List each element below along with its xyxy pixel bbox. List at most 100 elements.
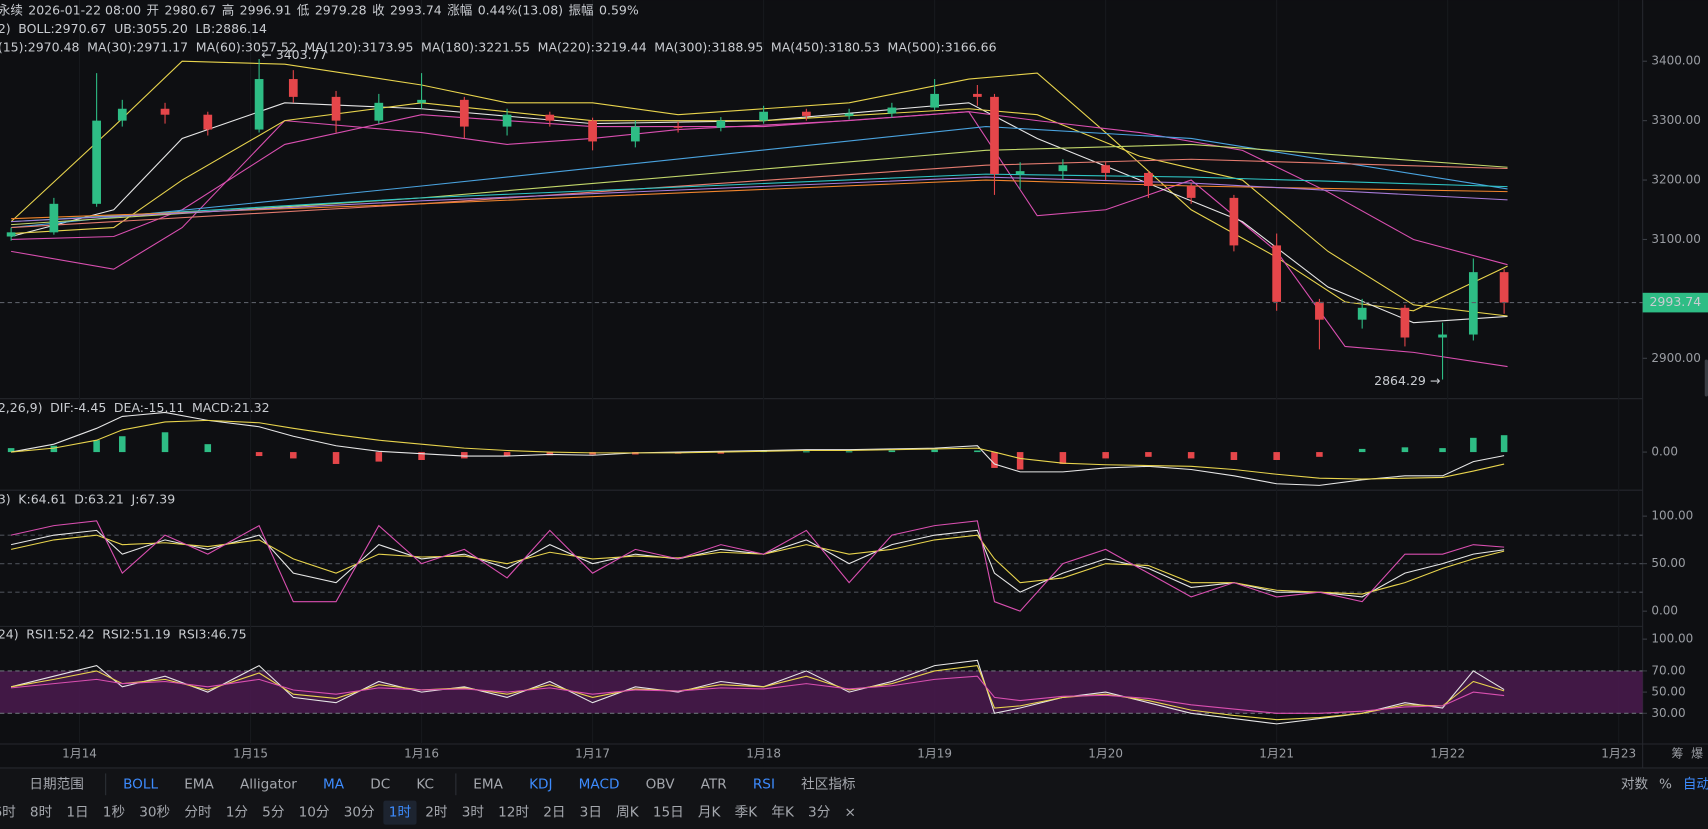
toolbar-button[interactable]: KC — [416, 776, 434, 792]
y-tick-label: 3100.00 — [1651, 232, 1701, 246]
interval-button[interactable]: × — [844, 805, 855, 821]
toolbar-button[interactable]: RSI — [753, 776, 775, 792]
candle-body — [203, 114, 213, 130]
candle-body — [1315, 301, 1324, 320]
candle-body — [802, 111, 811, 116]
toolbar-button[interactable]: OBV — [646, 776, 676, 792]
indicator-line — [10, 659, 1505, 725]
header-item: 低 — [297, 2, 310, 17]
candle-body — [973, 93, 982, 97]
header-item: 2993.74 — [390, 2, 442, 17]
legend-item: MA(450):3180.53 — [771, 39, 880, 54]
y-tick-label: 100.00 — [1651, 632, 1693, 646]
corner-icon[interactable]: 爆 — [1691, 746, 1703, 760]
y-tick-label: 30.00 — [1651, 706, 1685, 720]
legend-item: MA(300):3188.95 — [654, 39, 763, 54]
candle-body — [1400, 307, 1410, 338]
header-item: 0.44%(13.08) — [478, 2, 563, 17]
indicator-line — [11, 520, 1505, 612]
interval-button[interactable]: 6时 — [0, 805, 16, 821]
candle-body — [759, 111, 768, 121]
interval-button[interactable]: 1秒 — [103, 805, 125, 821]
candle-body — [990, 96, 999, 175]
macd-bar — [1439, 448, 1446, 453]
macd-bar — [845, 451, 853, 453]
interval-button[interactable]: 10分 — [299, 805, 330, 821]
toolbar-background — [0, 767, 1708, 829]
macd-bar — [1401, 447, 1409, 453]
toolbar-button[interactable]: ATR — [701, 776, 728, 792]
toolbar-button[interactable]: MA — [323, 776, 345, 792]
indicator-line — [11, 534, 1505, 595]
interval-button[interactable]: 1分 — [226, 805, 249, 821]
interval-button[interactable]: 8时 — [30, 805, 53, 821]
interval-button[interactable]: 30秒 — [139, 805, 170, 821]
legend-item: 24) — [0, 627, 19, 642]
interval-button[interactable]: 3日 — [580, 805, 602, 821]
macd-bar — [803, 451, 810, 453]
toolbar-button[interactable]: 社区指标 — [801, 776, 856, 792]
legend-item: LB:2886.14 — [195, 21, 267, 36]
interval-button[interactable]: 3时 — [462, 805, 485, 821]
y-tick-label: 0.00 — [1651, 604, 1678, 618]
interval-button[interactable]: 12时 — [498, 805, 529, 821]
toolbar-button[interactable]: MACD — [579, 776, 620, 792]
corner-icon[interactable]: 筹 — [1672, 746, 1684, 760]
interval-button[interactable]: 2日 — [543, 805, 565, 821]
indicator-line — [11, 173, 1508, 223]
indicator-line — [11, 111, 1508, 266]
toolbar-button[interactable]: EMA — [184, 776, 214, 792]
interval-button[interactable]: 1日 — [66, 805, 88, 821]
interval-button[interactable]: 年K — [771, 805, 795, 821]
interval-button[interactable]: 月K — [698, 805, 722, 821]
interval-button[interactable]: 5分 — [262, 805, 285, 821]
interval-button[interactable]: 15日 — [653, 805, 684, 821]
interval-button[interactable]: 30分 — [344, 805, 375, 821]
toolbar-button[interactable]: DC — [370, 776, 390, 792]
legend-item: RSI1:52.42 — [26, 627, 94, 642]
y-tick-label: 3300.00 — [1651, 113, 1701, 127]
toolbar-button[interactable]: 自动 — [1683, 776, 1708, 792]
toolbar-button[interactable]: 对数 — [1621, 776, 1649, 792]
header-item: 永续 — [0, 2, 23, 17]
y-tick-label: 3200.00 — [1651, 173, 1701, 187]
candle-body — [1499, 272, 1509, 303]
candle-body — [417, 99, 426, 103]
toolbar-button[interactable]: EMA — [473, 776, 503, 792]
candle-body — [331, 96, 341, 121]
toolbar-button[interactable]: BOLL — [123, 776, 158, 792]
y-tick-label: 3400.00 — [1651, 54, 1701, 68]
interval-button[interactable]: 3分 — [808, 805, 831, 821]
interval-button[interactable]: 分时 — [184, 805, 212, 821]
interval-button[interactable]: 季K — [735, 805, 759, 821]
macd-bar — [93, 440, 100, 453]
y-tick-label: 50.00 — [1651, 685, 1685, 699]
x-tick-label: 1月17 — [575, 746, 610, 760]
toolbar-button[interactable]: KDJ — [529, 776, 552, 792]
candle-body — [844, 113, 854, 116]
legend-item: D:63.21 — [74, 492, 124, 507]
toolbar-button[interactable]: % — [1659, 776, 1672, 792]
legend-item: DEA:-15.11 — [114, 400, 184, 415]
legend-item: J:67.39 — [131, 492, 176, 507]
last-price-tag — [1642, 292, 1708, 313]
x-tick-label: 1月18 — [746, 746, 781, 760]
header-item: 0.59% — [599, 2, 639, 17]
legend-item: 2) — [0, 21, 11, 36]
macd-bar — [974, 450, 981, 453]
interval-button[interactable]: 1时 — [389, 805, 412, 821]
macd-bar — [332, 452, 340, 464]
header-item: 高 — [222, 2, 235, 17]
legend-item: (15):2970.48 — [0, 39, 80, 54]
header-item: 2026-01-22 08:00 — [28, 2, 141, 17]
interval-button[interactable]: 周K — [616, 805, 640, 821]
toolbar-button[interactable]: 日期范围 — [29, 776, 83, 792]
x-tick-label: 1月19 — [917, 746, 952, 760]
candle-body — [1058, 165, 1068, 172]
candle-body — [630, 126, 640, 142]
toolbar-button[interactable]: Alligator — [240, 776, 297, 792]
interval-button[interactable]: 2时 — [425, 805, 448, 821]
scroll-handle[interactable] — [1704, 359, 1708, 397]
candle-body — [160, 108, 170, 115]
